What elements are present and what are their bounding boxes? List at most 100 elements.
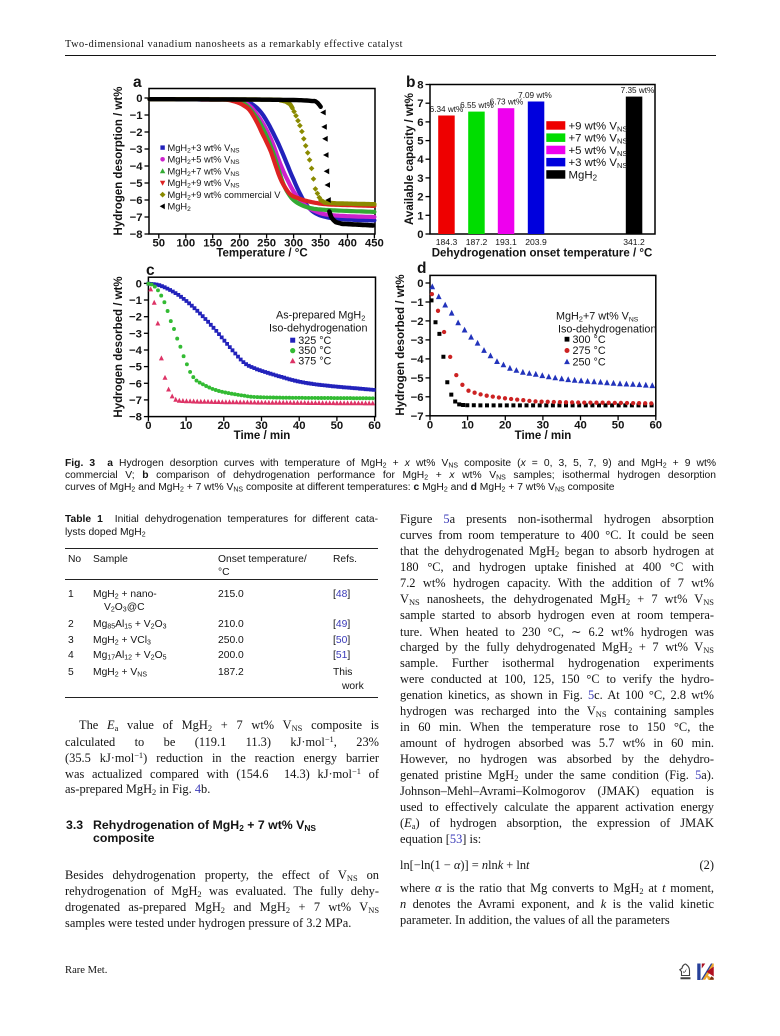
svg-text:Iso-dehydrogenation: Iso-dehydrogenation [269, 322, 367, 334]
svg-text:0: 0 [417, 278, 423, 290]
svg-text:Hydrogen desorbed / wt%: Hydrogen desorbed / wt% [395, 274, 407, 415]
svg-text:6.55 wt%: 6.55 wt% [460, 101, 494, 110]
svg-text:50: 50 [153, 238, 166, 250]
svg-text:5: 5 [417, 136, 423, 148]
svg-text:40: 40 [574, 419, 587, 431]
svg-text:−7: −7 [130, 212, 143, 224]
svg-text:60: 60 [650, 419, 663, 431]
svg-text:Available capacity / wt%: Available capacity / wt% [404, 93, 416, 225]
svg-text:203.9: 203.9 [525, 237, 547, 247]
svg-text:−4: −4 [411, 354, 425, 366]
svg-text:6: 6 [417, 117, 423, 129]
svg-text:−3: −3 [411, 335, 424, 347]
svg-text:350: 350 [311, 238, 330, 250]
svg-text:−1: −1 [411, 297, 424, 309]
svg-text:375 °C: 375 °C [298, 356, 331, 368]
svg-text:6.73 wt%: 6.73 wt% [490, 98, 524, 107]
svg-text:−8: −8 [130, 229, 143, 241]
svg-text:MgH2+7 wt% VNS: MgH2+7 wt% VNS [556, 311, 639, 324]
svg-text:Hydrogen desorbed / wt%: Hydrogen desorbed / wt% [113, 276, 125, 417]
svg-text:−6: −6 [129, 378, 142, 390]
svg-text:200: 200 [230, 238, 249, 250]
svg-text:400: 400 [338, 238, 357, 250]
svg-text:0: 0 [145, 420, 151, 432]
svg-text:MgH2: MgH2 [569, 169, 598, 182]
svg-text:0: 0 [417, 229, 423, 241]
svg-text:−1: −1 [129, 295, 142, 307]
svg-text:6.34 wt%: 6.34 wt% [430, 105, 464, 114]
svg-text:184.3: 184.3 [436, 237, 458, 247]
svg-text:1: 1 [417, 210, 423, 222]
svg-text:−5: −5 [129, 362, 142, 374]
svg-text:50: 50 [612, 419, 625, 431]
svg-text:MgH2: MgH2 [168, 202, 192, 214]
svg-text:350 °C: 350 °C [298, 345, 331, 357]
svg-text:a: a [133, 74, 142, 91]
svg-text:MgH2+9 wt% VNS: MgH2+9 wt% VNS [168, 178, 241, 190]
svg-text:341.2: 341.2 [623, 237, 645, 247]
svg-text:325 °C: 325 °C [298, 335, 331, 347]
svg-text:−7: −7 [411, 411, 424, 423]
svg-text:Time / min: Time / min [515, 430, 572, 442]
svg-text:250: 250 [257, 238, 276, 250]
svg-text:7: 7 [417, 98, 423, 110]
svg-text:+5 wt% VNS: +5 wt% VNS [569, 145, 628, 158]
svg-text:60: 60 [368, 420, 381, 432]
svg-text:3: 3 [417, 173, 423, 185]
svg-text:−4: −4 [129, 345, 143, 357]
svg-text:300: 300 [284, 238, 303, 250]
svg-text:−1: −1 [130, 110, 143, 122]
svg-text:2: 2 [417, 192, 423, 204]
svg-text:250 °C: 250 °C [573, 356, 606, 368]
svg-text:MgH2+5 wt% VNS: MgH2+5 wt% VNS [168, 155, 241, 167]
svg-text:450: 450 [365, 238, 384, 250]
svg-text:Dehydrogenation onset temperat: Dehydrogenation onset temperature / °C [432, 248, 653, 260]
svg-text:50: 50 [331, 420, 344, 432]
svg-text:10: 10 [180, 420, 193, 432]
svg-text:Time / min: Time / min [234, 430, 291, 442]
svg-text:b: b [406, 74, 415, 91]
svg-text:−5: −5 [130, 178, 143, 190]
svg-text:−8: −8 [129, 412, 142, 424]
svg-text:275 °C: 275 °C [573, 345, 606, 357]
svg-text:−6: −6 [411, 392, 424, 404]
svg-text:+3 wt% VNS: +3 wt% VNS [569, 157, 628, 170]
svg-text:193.1: 193.1 [495, 237, 517, 247]
svg-text:d: d [417, 260, 426, 277]
svg-text:20: 20 [218, 420, 231, 432]
svg-text:0: 0 [136, 278, 142, 290]
svg-text:8: 8 [417, 80, 423, 92]
svg-text:7.35 wt%: 7.35 wt% [621, 86, 655, 95]
svg-text:10: 10 [461, 419, 474, 431]
svg-text:20: 20 [499, 419, 512, 431]
svg-text:c: c [146, 262, 155, 279]
svg-text:+9 wt% VNS: +9 wt% VNS [569, 120, 628, 133]
svg-text:30: 30 [255, 420, 268, 432]
svg-text:−2: −2 [129, 312, 142, 324]
svg-text:0: 0 [136, 93, 142, 105]
svg-text:Temperature / °C: Temperature / °C [216, 248, 307, 260]
svg-text:300 °C: 300 °C [573, 334, 606, 346]
svg-text:MgH2+3 wt% VNS: MgH2+3 wt% VNS [168, 143, 241, 155]
svg-text:−3: −3 [129, 328, 142, 340]
svg-text:40: 40 [293, 420, 306, 432]
svg-text:MgH2+9 wt% commercial V: MgH2+9 wt% commercial V [168, 190, 282, 202]
svg-text:+7 wt% VNS: +7 wt% VNS [569, 133, 628, 146]
svg-text:−2: −2 [411, 316, 424, 328]
svg-text:7.09 wt%: 7.09 wt% [518, 91, 552, 100]
svg-text:0: 0 [427, 419, 433, 431]
svg-text:4: 4 [417, 154, 424, 166]
svg-text:Hydrogen desorption / wt%: Hydrogen desorption / wt% [113, 87, 125, 236]
svg-text:150: 150 [203, 238, 222, 250]
svg-text:MgH2+7 wt% VNS: MgH2+7 wt% VNS [168, 166, 241, 178]
svg-text:As-prepared MgH2: As-prepared MgH2 [276, 310, 365, 323]
svg-text:187.2: 187.2 [466, 237, 488, 247]
svg-text:100: 100 [176, 238, 195, 250]
svg-text:−6: −6 [130, 195, 143, 207]
svg-text:30: 30 [537, 419, 550, 431]
svg-text:−7: −7 [129, 395, 142, 407]
svg-text:−5: −5 [411, 373, 424, 385]
svg-text:−3: −3 [130, 144, 143, 156]
svg-text:−2: −2 [130, 127, 143, 139]
svg-text:Iso-dehydrogenation: Iso-dehydrogenation [558, 323, 656, 335]
